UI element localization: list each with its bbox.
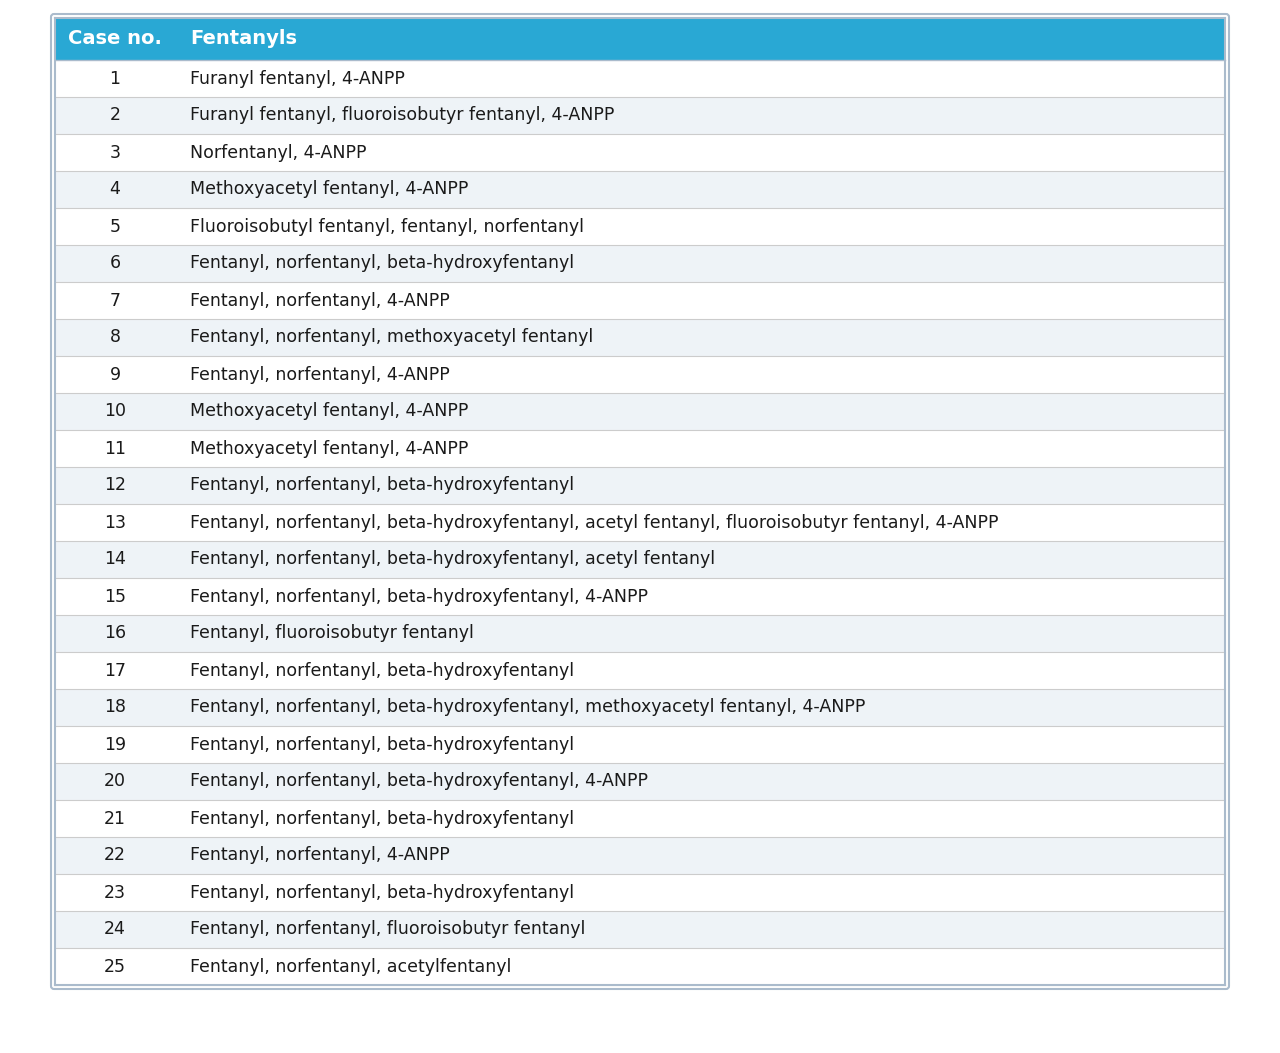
Bar	[55, 948, 1225, 985]
Text: Fentanyl, norfentanyl, fluoroisobutyr fentanyl: Fentanyl, norfentanyl, fluoroisobutyr fe…	[189, 920, 585, 938]
Bar	[55, 430, 1225, 466]
Text: 17: 17	[104, 661, 125, 679]
Bar	[55, 726, 1225, 763]
Bar	[55, 689, 1225, 726]
Text: Fentanyl, norfentanyl, acetylfentanyl: Fentanyl, norfentanyl, acetylfentanyl	[189, 957, 512, 975]
Text: Fluoroisobutyl fentanyl, fentanyl, norfentanyl: Fluoroisobutyl fentanyl, fentanyl, norfe…	[189, 218, 584, 236]
Bar	[55, 208, 1225, 245]
Bar	[55, 60, 1225, 97]
Text: 2: 2	[110, 106, 120, 124]
Text: 16: 16	[104, 624, 125, 642]
Text: Methoxyacetyl fentanyl, 4-ANPP: Methoxyacetyl fentanyl, 4-ANPP	[189, 402, 468, 420]
Text: 3: 3	[110, 143, 120, 161]
Text: 4: 4	[110, 180, 120, 199]
Text: Methoxyacetyl fentanyl, 4-ANPP: Methoxyacetyl fentanyl, 4-ANPP	[189, 180, 468, 199]
Text: 24: 24	[104, 920, 125, 938]
Bar	[55, 134, 1225, 171]
Text: Fentanyl, norfentanyl, beta-hydroxyfentanyl, 4-ANPP: Fentanyl, norfentanyl, beta-hydroxyfenta…	[189, 773, 648, 791]
Bar	[55, 874, 1225, 911]
Text: Methoxyacetyl fentanyl, 4-ANPP: Methoxyacetyl fentanyl, 4-ANPP	[189, 439, 468, 457]
Text: 22: 22	[104, 847, 125, 865]
Text: 20: 20	[104, 773, 125, 791]
Text: Fentanyl, norfentanyl, beta-hydroxyfentanyl, acetyl fentanyl, fluoroisobutyr fen: Fentanyl, norfentanyl, beta-hydroxyfenta…	[189, 514, 998, 532]
Text: 11: 11	[104, 439, 125, 457]
Text: Fentanyl, norfentanyl, beta-hydroxyfentanyl: Fentanyl, norfentanyl, beta-hydroxyfenta…	[189, 883, 575, 901]
Bar	[55, 282, 1225, 319]
Text: Fentanyl, norfentanyl, 4-ANPP: Fentanyl, norfentanyl, 4-ANPP	[189, 847, 449, 865]
Text: 25: 25	[104, 957, 125, 975]
Text: Fentanyl, norfentanyl, 4-ANPP: Fentanyl, norfentanyl, 4-ANPP	[189, 365, 449, 383]
Text: 12: 12	[104, 477, 125, 495]
Text: Fentanyl, fluoroisobutyr fentanyl: Fentanyl, fluoroisobutyr fentanyl	[189, 624, 474, 642]
Bar	[55, 615, 1225, 652]
Text: 23: 23	[104, 883, 125, 901]
Bar	[55, 319, 1225, 356]
Text: 13: 13	[104, 514, 125, 532]
Text: Fentanyl, norfentanyl, beta-hydroxyfentanyl, 4-ANPP: Fentanyl, norfentanyl, beta-hydroxyfenta…	[189, 588, 648, 605]
Bar	[55, 763, 1225, 800]
Text: 21: 21	[104, 810, 125, 828]
Text: Fentanyl, norfentanyl, methoxyacetyl fentanyl: Fentanyl, norfentanyl, methoxyacetyl fen…	[189, 329, 593, 346]
Text: Furanyl fentanyl, 4-ANPP: Furanyl fentanyl, 4-ANPP	[189, 69, 404, 87]
Bar	[55, 245, 1225, 282]
Text: Fentanyl, norfentanyl, 4-ANPP: Fentanyl, norfentanyl, 4-ANPP	[189, 292, 449, 310]
Text: 15: 15	[104, 588, 125, 605]
Bar	[55, 911, 1225, 948]
Bar	[55, 356, 1225, 393]
Text: Fentanyls: Fentanyls	[189, 29, 297, 48]
Text: Fentanyl, norfentanyl, beta-hydroxyfentanyl: Fentanyl, norfentanyl, beta-hydroxyfenta…	[189, 477, 575, 495]
Bar	[55, 541, 1225, 578]
Text: Fentanyl, norfentanyl, beta-hydroxyfentanyl: Fentanyl, norfentanyl, beta-hydroxyfenta…	[189, 255, 575, 273]
Bar	[55, 652, 1225, 689]
Bar	[55, 18, 1225, 60]
Bar	[55, 800, 1225, 837]
Text: Furanyl fentanyl, fluoroisobutyr fentanyl, 4-ANPP: Furanyl fentanyl, fluoroisobutyr fentany…	[189, 106, 614, 124]
Text: Norfentanyl, 4-ANPP: Norfentanyl, 4-ANPP	[189, 143, 366, 161]
Text: 5: 5	[110, 218, 120, 236]
Text: 7: 7	[110, 292, 120, 310]
Text: 18: 18	[104, 698, 125, 716]
Bar	[55, 393, 1225, 430]
Text: 1: 1	[110, 69, 120, 87]
Bar	[55, 171, 1225, 208]
Bar	[55, 578, 1225, 615]
Text: 8: 8	[110, 329, 120, 346]
Text: 6: 6	[109, 255, 120, 273]
Text: Fentanyl, norfentanyl, beta-hydroxyfentanyl, methoxyacetyl fentanyl, 4-ANPP: Fentanyl, norfentanyl, beta-hydroxyfenta…	[189, 698, 865, 716]
Text: Fentanyl, norfentanyl, beta-hydroxyfentanyl: Fentanyl, norfentanyl, beta-hydroxyfenta…	[189, 661, 575, 679]
Text: Fentanyl, norfentanyl, beta-hydroxyfentanyl: Fentanyl, norfentanyl, beta-hydroxyfenta…	[189, 810, 575, 828]
Text: 19: 19	[104, 735, 125, 754]
Bar	[55, 837, 1225, 874]
Text: 14: 14	[104, 551, 125, 569]
Bar	[55, 466, 1225, 504]
Text: Case no.: Case no.	[68, 29, 163, 48]
Text: Fentanyl, norfentanyl, beta-hydroxyfentanyl: Fentanyl, norfentanyl, beta-hydroxyfenta…	[189, 735, 575, 754]
Text: 9: 9	[109, 365, 120, 383]
Text: Fentanyl, norfentanyl, beta-hydroxyfentanyl, acetyl fentanyl: Fentanyl, norfentanyl, beta-hydroxyfenta…	[189, 551, 716, 569]
Text: 10: 10	[104, 402, 125, 420]
Bar	[55, 504, 1225, 541]
Bar	[55, 97, 1225, 134]
